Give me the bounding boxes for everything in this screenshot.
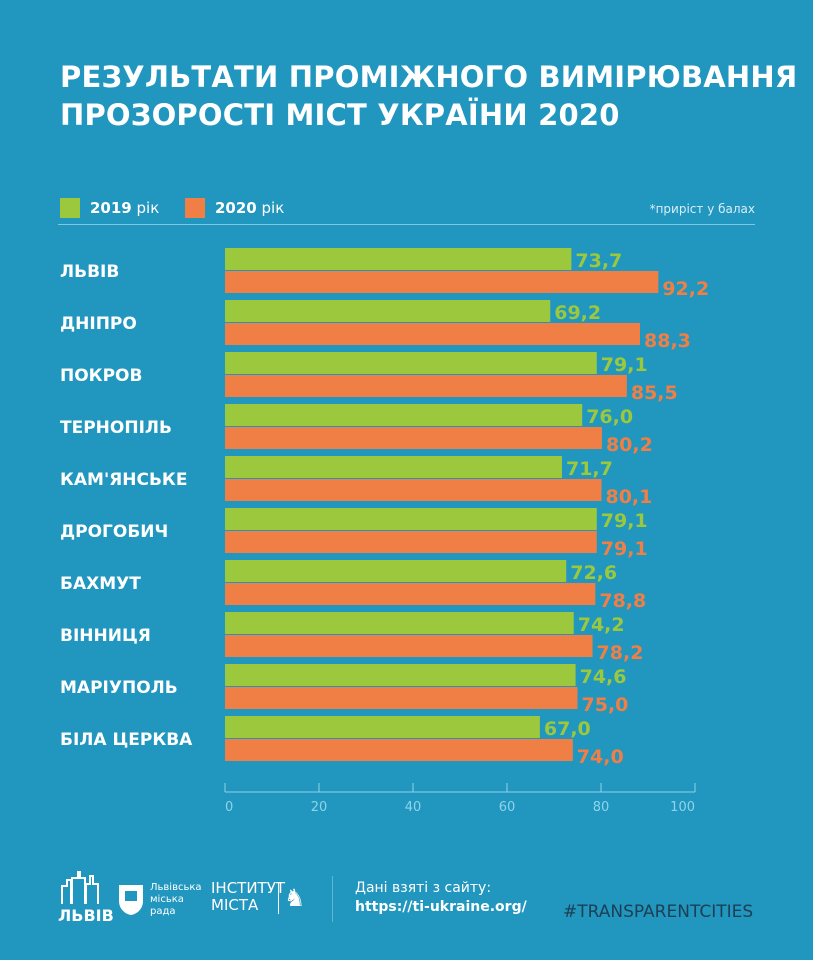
category-label: МАРІУПОЛЬ <box>60 678 178 698</box>
data-label-2020: 88,3 <box>644 330 691 352</box>
category-label: ТЕРНОПІЛЬ <box>60 418 172 438</box>
bar-2019 <box>225 456 562 478</box>
note: *приріст у балах <box>649 202 755 216</box>
data-label-2020: 80,2 <box>606 434 653 456</box>
category-label: ПОКРОВ <box>60 366 142 386</box>
bar-2019 <box>225 612 574 634</box>
data-label-2019: 74,2 <box>578 614 625 636</box>
data-label-2020: 85,5 <box>631 382 678 404</box>
lviv-logo: ЛЬВІВ <box>58 870 114 925</box>
bar-2019 <box>225 352 597 374</box>
data-label-2020: 74,0 <box>577 746 624 768</box>
legend-swatch-green <box>60 198 80 218</box>
bar-chart: ЛЬВІВ 73,7 92,2 ДНІПРО 69,2 88,3 ПОКРОВ 79,1 85,… <box>60 248 709 815</box>
legend-2020: 2020 рік <box>185 198 284 218</box>
divider <box>58 224 755 225</box>
bar-2019 <box>225 404 583 426</box>
bar-2019 <box>225 248 572 270</box>
council-logo <box>118 884 144 920</box>
data-label-2019: 79,1 <box>601 510 648 532</box>
category-label: ЛЬВІВ <box>60 262 119 282</box>
bar-2020 <box>225 271 659 293</box>
bar-2020 <box>225 375 627 397</box>
title-line-2: ПРОЗОРОСТІ МІСТ УКРАЇНИ 2020 <box>60 98 620 132</box>
institute-name: ІНСТИТУТ МІСТА <box>211 879 286 914</box>
data-label-2020: 80,1 <box>605 486 652 508</box>
source-link[interactable]: https://ti-ukraine.org/ <box>355 899 527 915</box>
bar-2020 <box>225 323 641 345</box>
x-tick-label: 20 <box>311 800 328 815</box>
legend-label: 2020 <box>215 199 257 217</box>
logo-divider <box>278 882 279 914</box>
legend-swatch-orange <box>185 198 205 218</box>
footer-divider <box>332 876 333 922</box>
category-label: ВІННИЦЯ <box>60 626 151 646</box>
bar-2020 <box>225 687 578 709</box>
bar-2020 <box>225 583 596 605</box>
council-name: Львівська міська рада <box>150 882 202 917</box>
bar-2020 <box>225 531 597 553</box>
city-skyline-icon <box>61 871 99 904</box>
category-label: БАХМУТ <box>60 574 141 594</box>
bar-2020 <box>225 635 593 657</box>
data-label-2019: 69,2 <box>554 302 601 324</box>
title-line-1: РЕЗУЛЬТАТИ ПРОМІЖНОГО ВИМІРЮВАННЯ <box>60 60 798 94</box>
coat-of-arms-icon <box>119 885 143 915</box>
bar-2019 <box>225 716 540 738</box>
legend-2019: 2019 рік <box>60 198 159 218</box>
legend-label: 2019 <box>90 199 132 217</box>
x-tick-label: 40 <box>405 800 422 815</box>
data-label-2020: 78,2 <box>597 642 644 664</box>
category-label: ДРОГОБИЧ <box>60 522 168 542</box>
bar-2020 <box>225 427 602 449</box>
data-label-2020: 79,1 <box>601 538 648 560</box>
data-label-2019: 72,6 <box>570 562 617 584</box>
hashtag: #TRANSPARENTCITIES <box>563 902 754 922</box>
data-label-2020: 92,2 <box>662 278 709 300</box>
bar-2019 <box>225 664 576 686</box>
data-label-2019: 71,7 <box>566 458 613 480</box>
data-label-2019: 76,0 <box>586 406 633 428</box>
bar-2019 <box>225 300 551 322</box>
bar-2020 <box>225 479 602 501</box>
lviv-logo-text: ЛЬВІВ <box>58 906 114 925</box>
data-label-2019: 74,6 <box>580 666 627 688</box>
category-label: БІЛА ЦЕРКВА <box>60 730 193 750</box>
data-label-2019: 73,7 <box>575 250 622 272</box>
data-label-2020: 75,0 <box>582 694 629 716</box>
source-label: Дані взяті з сайту: <box>355 880 492 896</box>
bar-2019 <box>225 508 597 530</box>
bar-2020 <box>225 739 573 761</box>
bar-2019 <box>225 560 567 582</box>
data-label-2019: 67,0 <box>544 718 591 740</box>
category-label: КАМ'ЯНСЬКЕ <box>60 470 187 490</box>
data-label-2020: 78,8 <box>599 590 646 612</box>
legend-suffix: рік <box>136 199 160 217</box>
x-tick-label: 80 <box>593 800 610 815</box>
x-tick-label: 0 <box>225 800 233 815</box>
legend-suffix: рік <box>261 199 285 217</box>
x-tick-label: 100 <box>670 800 695 815</box>
page-title: РЕЗУЛЬТАТИ ПРОМІЖНОГО ВИМІРЮВАННЯ ПРОЗОР… <box>60 58 797 134</box>
lion-icon: ♞ <box>284 884 306 912</box>
data-label-2019: 79,1 <box>601 354 648 376</box>
x-tick-label: 60 <box>499 800 516 815</box>
category-label: ДНІПРО <box>60 314 137 334</box>
